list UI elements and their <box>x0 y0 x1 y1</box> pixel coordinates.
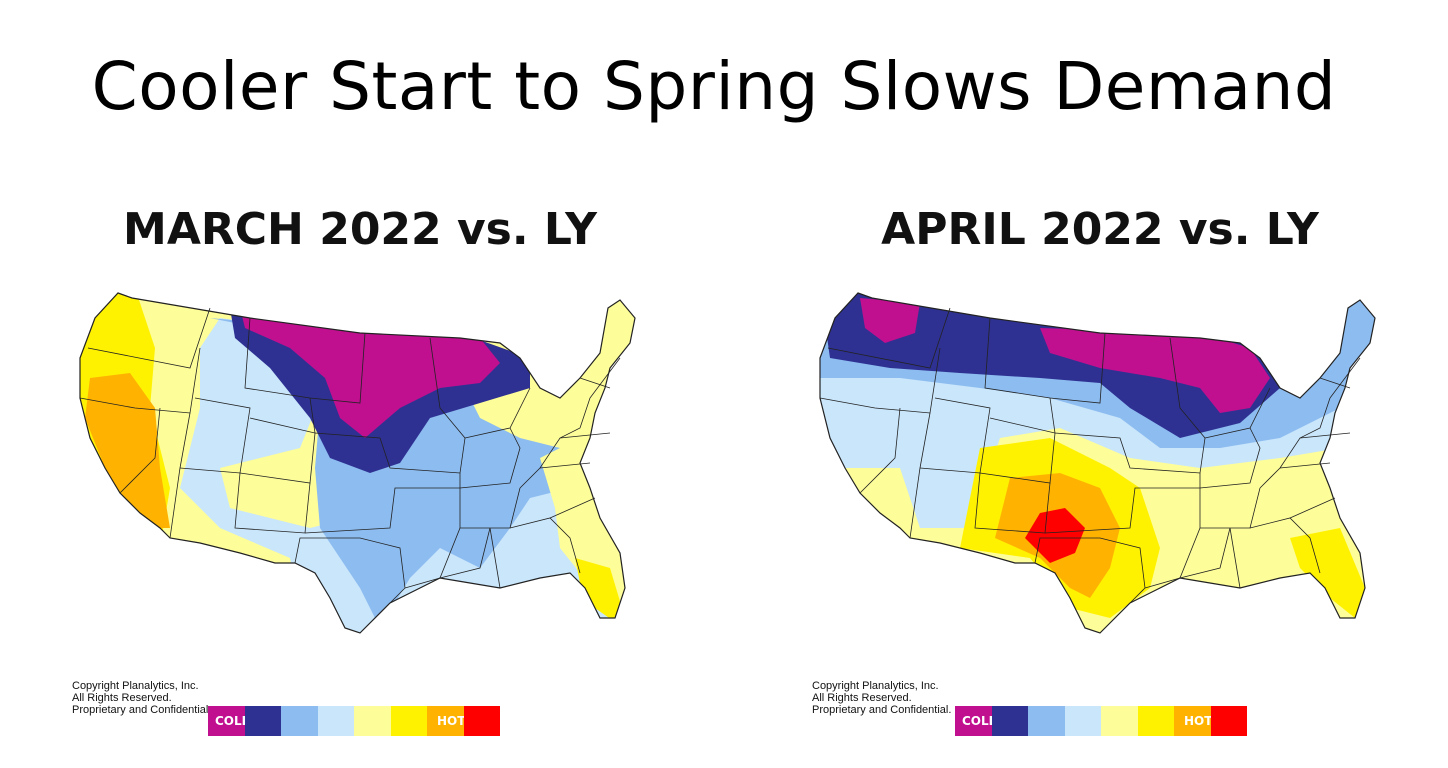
march-copyright: Copyright Planalytics, Inc. All Rights R… <box>72 680 332 716</box>
legend-swatch <box>991 706 1028 736</box>
copyright-line: Copyright Planalytics, Inc. <box>72 680 199 692</box>
copyright-line: Proprietary and Confidential. <box>812 704 952 716</box>
copyright-line: Copyright Planalytics, Inc. <box>812 680 939 692</box>
april-legend: COLDER HOTTER <box>955 706 1247 736</box>
legend-swatch <box>1210 706 1247 736</box>
april-map: Copyright Planalytics, Inc. All Rights R… <box>800 288 1400 716</box>
legend-swatch <box>463 706 500 736</box>
legend-swatch: HOTTER <box>1174 706 1238 736</box>
april-heading: APRIL 2022 vs. LY <box>881 204 1319 255</box>
march-heading: MARCH 2022 vs. LY <box>123 204 597 255</box>
legend-swatch <box>354 706 391 736</box>
legend-swatch: COLDER <box>955 706 1016 736</box>
legend-swatch <box>1064 706 1101 736</box>
april-map-svg <box>819 292 1376 634</box>
march-legend: COLDER HOTTER <box>208 706 500 736</box>
march-map: Copyright Planalytics, Inc. All Rights R… <box>60 288 660 716</box>
page-title: Cooler Start to Spring Slows Demand <box>91 48 1337 125</box>
legend-swatch <box>317 706 354 736</box>
copyright-line: All Rights Reserved. <box>812 692 912 704</box>
legend-swatch <box>390 706 427 736</box>
legend-swatch <box>1137 706 1174 736</box>
march-map-svg <box>79 292 636 634</box>
legend-swatch <box>244 706 281 736</box>
legend-swatch <box>1101 706 1138 736</box>
legend-swatch: COLDER <box>208 706 269 736</box>
legend-swatch: HOTTER <box>427 706 491 736</box>
copyright-line: All Rights Reserved. <box>72 692 172 704</box>
legend-swatch <box>1028 706 1065 736</box>
april-panel: APRIL 2022 vs. LY <box>790 200 1410 760</box>
march-panel: MARCH 2022 vs. LY <box>50 200 670 760</box>
april-copyright: Copyright Planalytics, Inc. All Rights R… <box>812 680 1072 716</box>
legend-swatch <box>281 706 318 736</box>
copyright-line: Proprietary and Confidential. <box>72 704 212 716</box>
